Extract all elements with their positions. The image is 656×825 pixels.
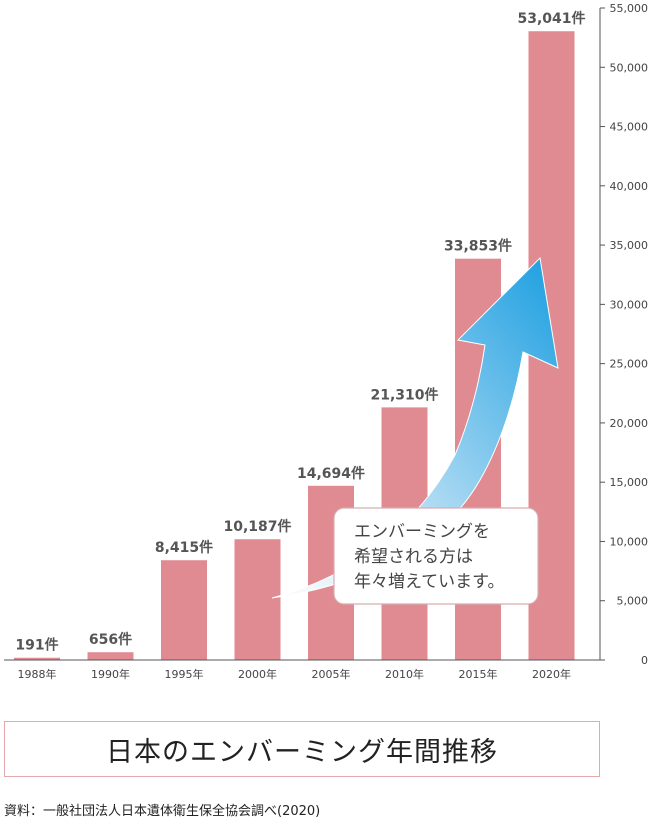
chart-title-box: 日本のエンバーミング年間推移 [4,721,600,777]
x-tick-label-0: 1988年 [18,667,57,681]
bar-value-label-3: 10,187件 [223,518,291,535]
bar-1 [87,652,134,660]
y-tick-label-3: 15,000 [610,476,649,489]
bar-value-label-0: 191件 [15,637,58,654]
y-tick-label-11: 55,000 [610,2,649,15]
x-tick-label-5: 2010年 [385,667,424,681]
y-tick-label-0: 0 [641,654,648,667]
y-tick-label-9: 45,000 [610,121,649,134]
x-tick-label-7: 2020年 [532,667,571,681]
x-tick-label-2: 1995年 [165,667,204,681]
callout-box: エンバーミングを 希望される方は 年々増えています。 [333,507,539,605]
x-tick-label-1: 1990年 [91,667,130,681]
y-tick-label-8: 40,000 [610,180,649,193]
bar-0 [14,657,60,660]
bar-value-label-7: 53,041件 [517,10,585,27]
x-tick-label-6: 2015年 [459,667,498,681]
callout-line-2: 希望される方は [354,547,473,567]
bar-value-label-4: 14,694件 [297,465,365,482]
y-tick-label-5: 25,000 [610,358,649,371]
bar-value-label-6: 33,853件 [444,238,512,255]
x-tick-label-4: 2005年 [312,667,351,681]
y-tick-label-7: 35,000 [610,239,649,252]
source-note: 資料：一般社団法人日本遺体衛生保全協会調べ(2020) [4,804,321,819]
bar-value-label-2: 8,415件 [155,539,213,556]
callout-line-3: 年々増えています。 [354,572,504,592]
y-tick-label-6: 30,000 [610,298,649,311]
bar-value-label-5: 21,310件 [370,386,438,403]
y-tick-label-1: 5,000 [617,595,649,608]
bar-2 [161,560,207,660]
y-tick-label-4: 20,000 [610,417,649,430]
y-tick-label-2: 10,000 [610,535,649,548]
bar-3 [234,539,281,660]
y-tick-label-10: 50,000 [610,61,649,74]
chart-title: 日本のエンバーミング年間推移 [106,736,498,768]
bar-chart: 191件 656件 8,415件 10,187件 14,694件 21,310件 33,85… [4,2,649,681]
x-tick-label-3: 2000年 [238,667,277,681]
bar-value-label-1: 656件 [89,631,132,648]
callout-line-1: エンバーミングを [354,522,490,542]
